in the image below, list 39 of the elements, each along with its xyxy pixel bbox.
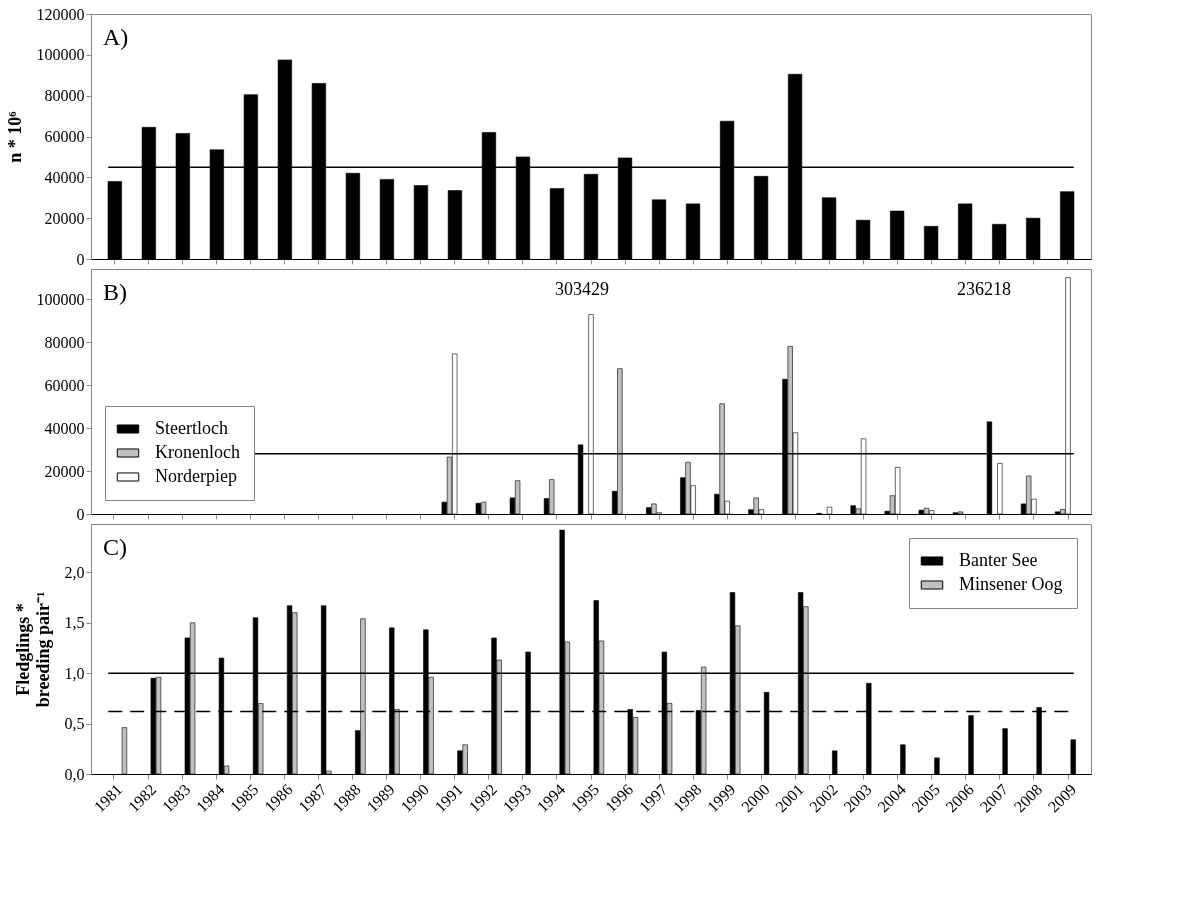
legend-label: Kronenloch xyxy=(155,442,240,462)
y-tick-label: 1,0 xyxy=(64,664,85,682)
legend-label: Steertloch xyxy=(155,418,228,438)
annotation: 303429 xyxy=(555,279,609,299)
y-axis-title: Fledglings * breeding pair⁻¹ xyxy=(12,591,53,708)
y-axis-title: n * 10⁶ xyxy=(4,110,25,163)
x-tick-label: 1983 xyxy=(158,780,194,816)
y-tick-label: 80000 xyxy=(44,87,85,105)
y-tick-label: 20000 xyxy=(44,462,85,480)
y-tick-label: 1,5 xyxy=(64,614,85,632)
y-tick-label: 80000 xyxy=(44,333,85,351)
x-tick-label: 1992 xyxy=(465,780,501,816)
x-tick-label: 1981 xyxy=(90,780,126,816)
x-tick-label: 1990 xyxy=(397,780,432,816)
annotation: A) xyxy=(103,24,129,50)
y-tick-label: 2,0 xyxy=(64,563,85,581)
y-tick-label: 20000 xyxy=(44,209,85,227)
x-tick-label: 1999 xyxy=(703,780,739,816)
y-tick-label: 0,0 xyxy=(64,765,85,783)
legend-label: Banter See xyxy=(959,550,1038,570)
y-tick-label: 0,5 xyxy=(64,715,85,733)
x-tick-label: 1989 xyxy=(363,780,398,816)
y-tick-label: 60000 xyxy=(44,376,85,394)
annotation: B) xyxy=(103,279,127,305)
y-tick-label: 120000 xyxy=(36,5,85,23)
y-tick-label: 0 xyxy=(76,505,85,523)
x-tick-label: 1991 xyxy=(431,780,467,816)
y-tick-label: 100000 xyxy=(36,46,85,64)
legend-label: Norderpiep xyxy=(155,466,237,486)
y-tick-label: 100000 xyxy=(36,290,85,308)
x-tick-label: 1982 xyxy=(124,780,160,816)
x-tick-label: 1993 xyxy=(499,780,535,816)
y-tick-label: 60000 xyxy=(44,128,85,145)
legend-label: Minsener Oog xyxy=(959,574,1063,594)
annotation: C) xyxy=(103,534,127,560)
y-tick-label: 40000 xyxy=(44,168,85,186)
y-tick-label: 0 xyxy=(76,250,85,268)
y-tick-label: 40000 xyxy=(44,419,85,437)
annotation: 236218 xyxy=(957,279,1011,299)
